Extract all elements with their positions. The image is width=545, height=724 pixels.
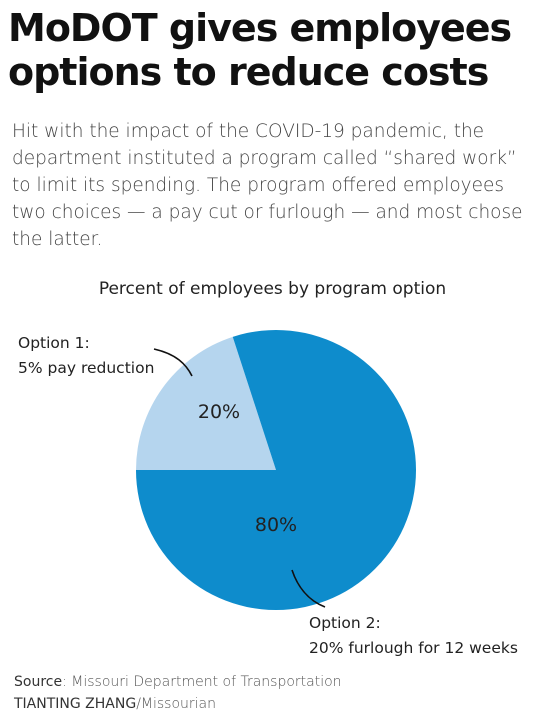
credit-name: TIANTING ZHANG <box>14 696 137 712</box>
slice-label-option-2-line1: Option 2: <box>309 614 381 632</box>
slice-label-option-1: Option 1: 5% pay reduction <box>18 331 154 381</box>
source-line: Source: Missouri Department of Transport… <box>14 674 342 690</box>
value-label-option-1: 20% <box>198 401 240 423</box>
pie-chart: 20% 80% <box>136 330 416 610</box>
slice-label-option-2: Option 2: 20% furlough for 12 weeks <box>309 611 518 661</box>
headline: MoDOT gives employees options to reduce … <box>8 6 512 94</box>
slice-label-option-1-line2: 5% pay reduction <box>18 359 155 377</box>
dek-paragraph: Hit with the impact of the COVID-19 pand… <box>12 121 523 250</box>
slice-label-option-1-line1: Option 1: <box>18 334 90 352</box>
credit-outlet: /Missourian <box>136 696 217 712</box>
pie-slices <box>136 330 416 610</box>
credit-line: TIANTING ZHANG/Missourian <box>14 696 216 712</box>
chart-title: Percent of employees by program option <box>98 279 447 299</box>
value-label-option-2: 80% <box>255 514 297 536</box>
leader-line-option-1 <box>153 348 193 377</box>
pie-slice-option-2 <box>136 330 416 610</box>
source-label: Source <box>14 674 63 690</box>
source-text: : Missouri Department of Transportation <box>62 674 342 690</box>
slice-label-option-2-line2: 20% furlough for 12 weeks <box>309 639 518 657</box>
pie-slice-option-1 <box>136 336 276 470</box>
leader-line-option-2 <box>291 569 326 608</box>
